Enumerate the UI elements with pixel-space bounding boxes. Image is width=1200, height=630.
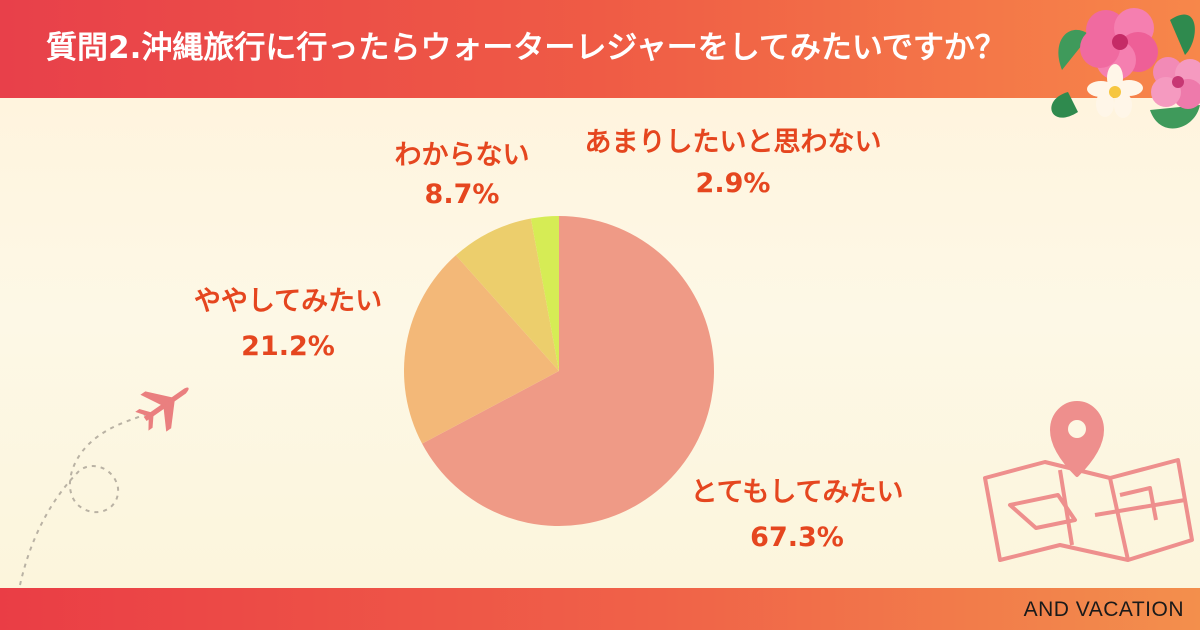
header-banner: 質問2.沖縄旅行に行ったらウォーターレジャーをしてみたいですか？ — [0, 0, 1200, 98]
pie-slices — [403, 216, 714, 526]
page-title: 質問2.沖縄旅行に行ったらウォーターレジャーをしてみたいですか？ — [46, 30, 1006, 66]
slice-label-0: とてもしてみたい — [690, 477, 903, 508]
airplane-icon — [19, 387, 189, 586]
pie-slice-2 — [455, 218, 559, 371]
brand-name: AND VACATION — [1023, 598, 1184, 621]
pie-slice-0 — [422, 216, 714, 526]
map-pin-icon — [983, 401, 1194, 562]
slice-value-1: 21.2% — [241, 331, 335, 362]
slice-label-2: わからない — [395, 140, 530, 171]
pie-slice-3 — [530, 216, 559, 371]
footer-bar: AND VACATION — [0, 588, 1200, 630]
slice-value-3: 2.9% — [696, 168, 771, 199]
slice-label-3: あまりしたいと思わない — [585, 127, 882, 158]
hibiscus-flowers-icon — [1051, 8, 1200, 129]
slice-value-0: 67.3% — [750, 522, 844, 553]
slice-value-2: 8.7% — [425, 179, 500, 210]
slice-label-1: ややしてみたい — [194, 286, 382, 317]
pie-slice-1 — [403, 255, 559, 444]
